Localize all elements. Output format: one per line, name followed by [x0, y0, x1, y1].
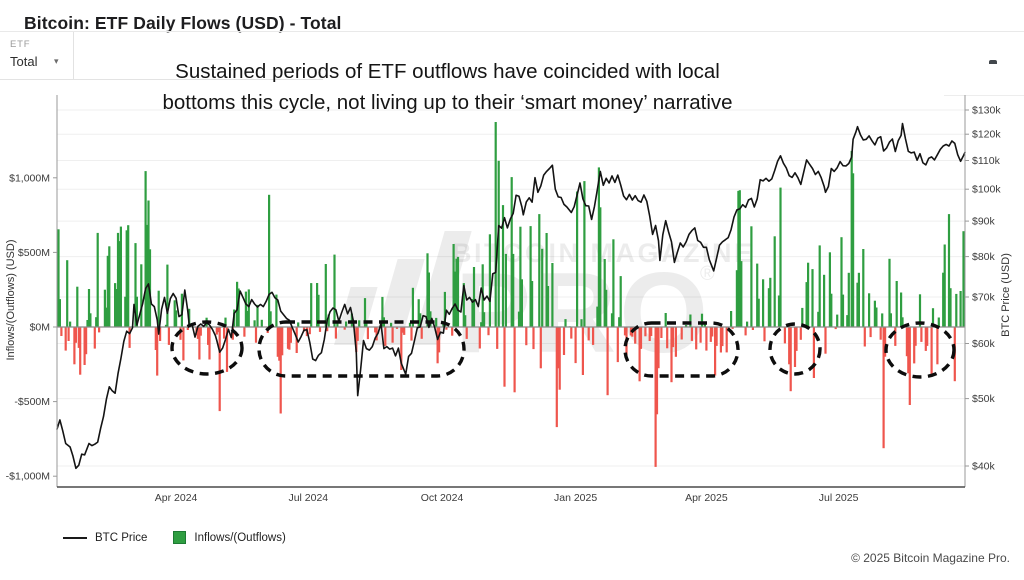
svg-text:Apr 2024: Apr 2024 [155, 492, 198, 504]
legend-item-flows[interactable]: Inflows/(Outflows) [173, 531, 286, 544]
svg-text:$500M: $500M [18, 247, 50, 259]
svg-text:-$500M: -$500M [14, 396, 50, 408]
svg-text:-$1,000M: -$1,000M [6, 471, 50, 483]
svg-text:$90k: $90k [972, 216, 996, 228]
chart-legend: BTC Price Inflows/(Outflows) [63, 531, 286, 544]
svg-text:$70k: $70k [972, 292, 996, 304]
legend-item-btc-price[interactable]: BTC Price [63, 532, 147, 544]
legend-label: BTC Price [95, 531, 148, 544]
legend-label: Inflows/(Outflows) [194, 531, 286, 544]
left-axis-title: Inflows/(Outflows) (USD) [5, 239, 17, 360]
svg-text:Jul 2025: Jul 2025 [819, 492, 859, 504]
svg-text:$120k: $120k [972, 129, 1001, 141]
page-title: Bitcoin: ETF Daily Flows (USD) - Total [24, 12, 342, 33]
outflow-highlight-shapes [170, 320, 956, 379]
svg-text:$40k: $40k [972, 461, 996, 473]
filter-label: ETF [10, 39, 31, 50]
svg-text:$60k: $60k [972, 338, 996, 350]
axes [56, 95, 966, 488]
chevron-down-icon: ▾ [54, 56, 59, 66]
svg-text:Jul 2024: Jul 2024 [288, 492, 328, 504]
copyright-attribution: © 2025 Bitcoin Magazine Pro. [851, 551, 1010, 565]
annotation-line-1: Sustained periods of ETF outflows have c… [175, 60, 720, 83]
svg-text:$130k: $130k [972, 105, 1001, 117]
btc-price-line [56, 122, 966, 470]
svg-text:$80k: $80k [972, 251, 996, 263]
svg-text:Oct 2024: Oct 2024 [421, 492, 464, 504]
filter-selected-value: Total [10, 54, 38, 69]
square-swatch-icon [173, 531, 187, 544]
annotation-line-2: bottoms this cycle, not living up to the… [162, 91, 733, 114]
svg-text:Jan 2025: Jan 2025 [554, 492, 597, 504]
plot-top-border [944, 95, 1024, 96]
x-axis-labels: Apr 2024 Jul 2024 Oct 2024 Jan 2025 Apr 2025… [155, 492, 859, 504]
svg-text:PRO: PRO [455, 250, 711, 377]
svg-text:$110k: $110k [972, 155, 1001, 167]
svg-text:Apr 2025: Apr 2025 [685, 492, 728, 504]
svg-text:$50k: $50k [972, 393, 996, 405]
right-axis-labels: $130k $120k $110k $100k $90k $80k $70k $60k $50k… [965, 105, 1012, 473]
header-divider [0, 31, 1024, 32]
line-swatch-icon [63, 536, 87, 539]
svg-text:BITCOIN MAGAZINE: BITCOIN MAGAZINE [452, 238, 755, 268]
svg-text:$100k: $100k [972, 184, 1001, 196]
svg-text:$0M: $0M [30, 322, 50, 334]
left-axis-labels: $1,000M $500M $0M -$500M -$1,000M Inflows/(Ou… [5, 172, 57, 483]
gridlines [57, 109, 965, 467]
right-axis-title: BTC Price (USD) [1000, 253, 1012, 337]
chart-annotation: Sustained periods of ETF outflows have c… [60, 56, 835, 118]
inflow-outflow-bars [57, 122, 965, 467]
screenshot-camera-button[interactable] [969, 51, 999, 76]
toolbar-divider [0, 79, 323, 80]
etf-filter-dropdown[interactable]: ETF Total ▾ [0, 32, 74, 79]
svg-text:$1,000M: $1,000M [9, 172, 50, 184]
svg-text:®: ® [700, 263, 715, 285]
